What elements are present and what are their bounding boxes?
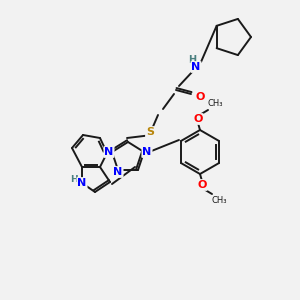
Text: N: N (113, 167, 123, 177)
Text: O: O (193, 114, 203, 124)
Text: H: H (188, 55, 196, 65)
Text: H: H (70, 175, 78, 184)
Text: CH₃: CH₃ (212, 196, 227, 205)
Text: N: N (142, 147, 152, 157)
Text: N: N (104, 147, 114, 157)
Text: CH₃: CH₃ (208, 99, 224, 108)
Text: S: S (146, 127, 154, 137)
Text: O: O (195, 92, 205, 102)
Text: N: N (191, 62, 201, 72)
Text: O: O (197, 180, 207, 190)
Text: N: N (77, 178, 87, 188)
